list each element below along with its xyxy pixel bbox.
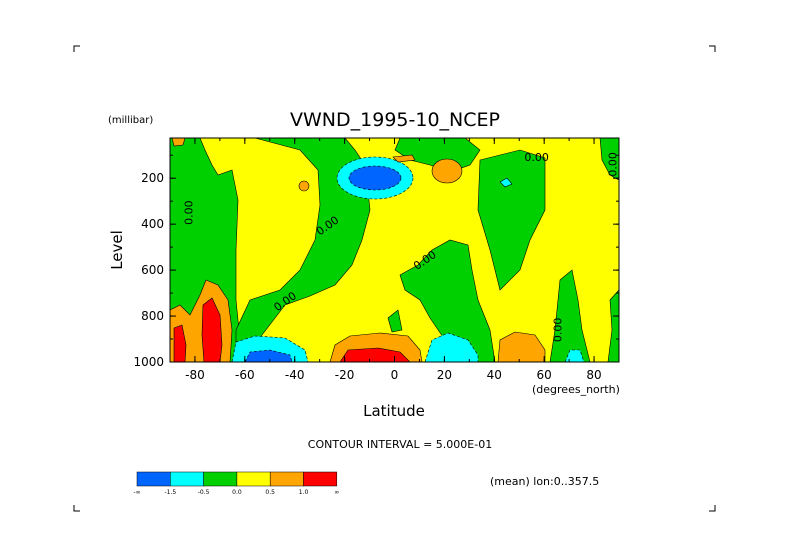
x-tick-label: 0 <box>391 368 399 382</box>
region-orange-top-mid <box>392 154 416 163</box>
colorbar-swatch <box>170 471 204 487</box>
x-units-label: (degrees_north) <box>532 383 620 396</box>
colorbar-label: ∞ <box>334 489 339 496</box>
y-tick-label: 1000 <box>133 355 164 369</box>
region-orange-bottom-right <box>497 331 546 362</box>
region-green-edge-right <box>607 289 619 362</box>
region-blue-bottom-left <box>244 349 293 362</box>
y-tick-label: 600 <box>141 263 164 277</box>
contour-label: 0.00 <box>182 200 195 225</box>
contour-field <box>170 138 619 362</box>
contour-label: 0.00 <box>552 318 565 343</box>
mean-note: (mean) lon:0..357.5 <box>490 475 599 488</box>
x-axis: -80 -60 -40 -20 0 20 40 60 80 <box>169 138 620 382</box>
colorbar-swatch <box>203 471 238 487</box>
y-tick-label: 400 <box>141 217 164 231</box>
x-tick-label: 40 <box>487 368 502 382</box>
region-green-mid-lower <box>399 239 496 362</box>
region-red-bottom-left-a <box>173 324 187 362</box>
y-axis: 200 400 600 800 1000 <box>133 154 619 369</box>
colorbar-label: -0.5 <box>198 489 210 496</box>
contour-label: 0.00 <box>524 151 549 164</box>
x-tick-label: -40 <box>285 368 305 382</box>
region-red-bottom-center <box>339 347 411 362</box>
x-axis-label: Latitude <box>363 402 425 420</box>
colorbar-swatch <box>303 471 338 487</box>
region-orange-small-left <box>298 180 310 192</box>
region-green-right <box>477 149 546 291</box>
y-tick-label: 800 <box>141 309 164 323</box>
x-tick-label: -20 <box>335 368 355 382</box>
region-red-bottom-left-b <box>201 297 223 362</box>
colorbar-label: 0.0 <box>232 489 242 496</box>
colorbar: -∞ -1.5 -0.5 0.0 0.5 1.0 ∞ <box>133 471 339 496</box>
region-green-far-right <box>599 138 619 181</box>
contour-label: 0.00 <box>607 152 620 177</box>
colorbar-label: -1.5 <box>164 489 176 496</box>
region-cyan-bottom-center <box>424 332 479 362</box>
colorbar-swatch <box>236 471 271 487</box>
colorbar-swatch <box>269 471 304 487</box>
colorbar-swatch <box>136 471 171 487</box>
contour-interval-text: CONTOUR INTERVAL = 5.000E-01 <box>308 438 492 451</box>
chart-title: VWND_1995-10_NCEP <box>290 109 500 131</box>
x-tick-label: -80 <box>185 368 205 382</box>
colorbar-label: 0.5 <box>265 489 275 496</box>
region-orange-top-left <box>171 138 186 147</box>
y-tick-label: 200 <box>141 171 164 185</box>
colorbar-label: -∞ <box>133 489 140 496</box>
region-orange-top-right <box>431 158 463 184</box>
region-cyan-small-right <box>499 177 513 188</box>
region-cyan-bottom-right <box>564 349 585 362</box>
x-tick-label: -60 <box>235 368 255 382</box>
x-tick-label: 20 <box>437 368 452 382</box>
x-tick-label: 60 <box>537 368 552 382</box>
region-blue-upper <box>348 165 402 191</box>
region-green-small <box>387 309 403 333</box>
region-green-bottom-right <box>549 269 591 362</box>
y-units-label: (millibar) <box>108 115 153 126</box>
colorbar-label: 1.0 <box>299 489 309 496</box>
y-axis-label: Level <box>108 230 126 270</box>
crop-marks <box>73 45 716 512</box>
x-tick-label: 80 <box>586 368 601 382</box>
